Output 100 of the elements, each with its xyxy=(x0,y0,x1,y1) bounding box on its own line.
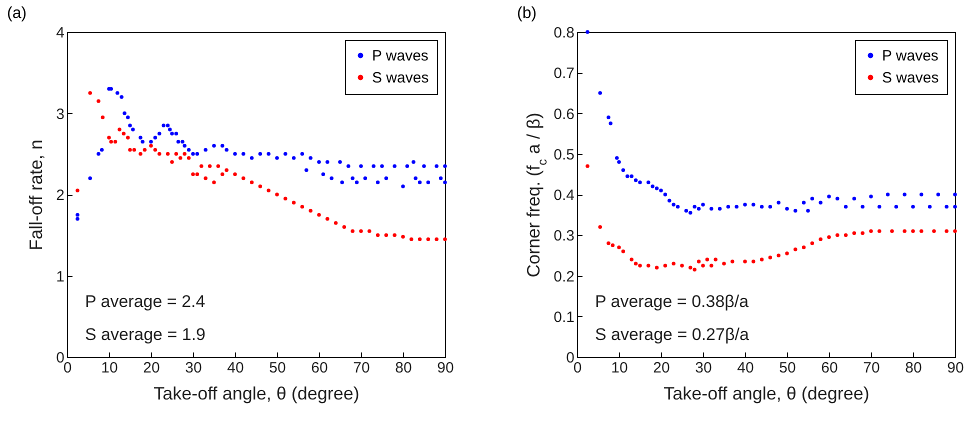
point xyxy=(392,233,396,237)
point xyxy=(785,206,789,211)
point xyxy=(250,180,254,184)
point xyxy=(142,148,147,152)
point xyxy=(932,229,936,233)
point xyxy=(186,156,191,160)
point xyxy=(182,152,186,156)
point xyxy=(376,233,380,237)
point xyxy=(844,233,848,237)
point xyxy=(170,160,174,164)
point xyxy=(688,266,692,270)
point xyxy=(208,164,212,168)
chart-title: (a) xyxy=(7,5,27,22)
point xyxy=(638,180,642,184)
point xyxy=(615,156,619,160)
x-tick-label: 40 xyxy=(737,360,754,376)
point xyxy=(752,260,756,264)
point xyxy=(284,196,288,200)
point xyxy=(714,258,718,262)
point xyxy=(138,152,142,156)
point xyxy=(368,229,372,233)
point xyxy=(878,204,882,209)
point xyxy=(869,229,873,233)
point xyxy=(617,245,621,250)
point xyxy=(953,229,957,233)
point xyxy=(242,176,246,180)
point xyxy=(852,196,856,200)
point xyxy=(911,204,915,209)
point xyxy=(359,229,363,233)
point xyxy=(224,168,228,172)
point xyxy=(621,250,626,254)
point xyxy=(802,200,806,204)
x-axis-title: Take-off angle, θ (degree) xyxy=(154,384,360,404)
point xyxy=(654,266,659,270)
x-tick-label: 10 xyxy=(611,360,628,376)
point xyxy=(890,229,894,233)
point xyxy=(200,164,204,168)
point xyxy=(118,128,122,132)
point xyxy=(233,172,237,176)
y-tick-label: 1 xyxy=(56,268,64,286)
point xyxy=(902,229,906,233)
point xyxy=(610,243,615,248)
annotation: S average = 0.27β/a xyxy=(595,325,750,344)
point xyxy=(212,180,216,184)
point xyxy=(258,184,262,188)
point xyxy=(663,192,668,196)
y-tick-label: 2 xyxy=(56,187,64,204)
point xyxy=(902,192,906,196)
point xyxy=(96,99,100,103)
point xyxy=(734,204,738,209)
point xyxy=(696,260,701,264)
point xyxy=(606,115,610,120)
point xyxy=(794,247,798,252)
point xyxy=(920,229,924,233)
point xyxy=(794,208,798,213)
point xyxy=(204,176,208,180)
point xyxy=(174,152,178,156)
point xyxy=(646,180,650,184)
point xyxy=(292,200,296,204)
legend-label: S waves xyxy=(372,70,429,86)
point xyxy=(308,208,312,213)
x-tick-label: 20 xyxy=(653,360,670,376)
point xyxy=(768,256,772,260)
chart-title: (b) xyxy=(517,5,537,22)
point xyxy=(696,206,701,211)
point xyxy=(663,264,668,268)
point xyxy=(705,258,710,262)
point xyxy=(869,194,873,198)
point xyxy=(149,144,153,148)
point xyxy=(944,204,948,209)
point xyxy=(743,260,747,264)
point xyxy=(743,202,747,207)
point xyxy=(326,217,330,221)
point xyxy=(886,192,890,196)
point xyxy=(818,200,822,204)
point xyxy=(827,235,831,240)
point xyxy=(410,237,414,242)
x-tick-label: 20 xyxy=(143,360,160,376)
y-tick-label: 0.3 xyxy=(554,228,574,245)
point xyxy=(598,225,602,229)
x-tick-label: 30 xyxy=(185,360,202,376)
y-tick-label: 3 xyxy=(56,106,64,123)
x-tick-label: 90 xyxy=(437,360,454,376)
annotation: S average = 1.9 xyxy=(85,325,206,344)
y-tick-label: 0.4 xyxy=(554,187,574,204)
point xyxy=(608,122,612,126)
point xyxy=(434,237,438,242)
point xyxy=(953,204,957,209)
x-tick-label: 30 xyxy=(695,360,712,376)
point xyxy=(806,208,810,213)
point xyxy=(626,174,630,178)
point xyxy=(630,258,634,262)
point xyxy=(760,204,764,209)
point xyxy=(100,115,105,120)
point xyxy=(178,156,182,160)
point xyxy=(220,172,224,176)
point xyxy=(710,206,714,211)
point xyxy=(844,204,848,209)
y-tick-label: 0.2 xyxy=(554,268,574,286)
point xyxy=(936,192,940,196)
